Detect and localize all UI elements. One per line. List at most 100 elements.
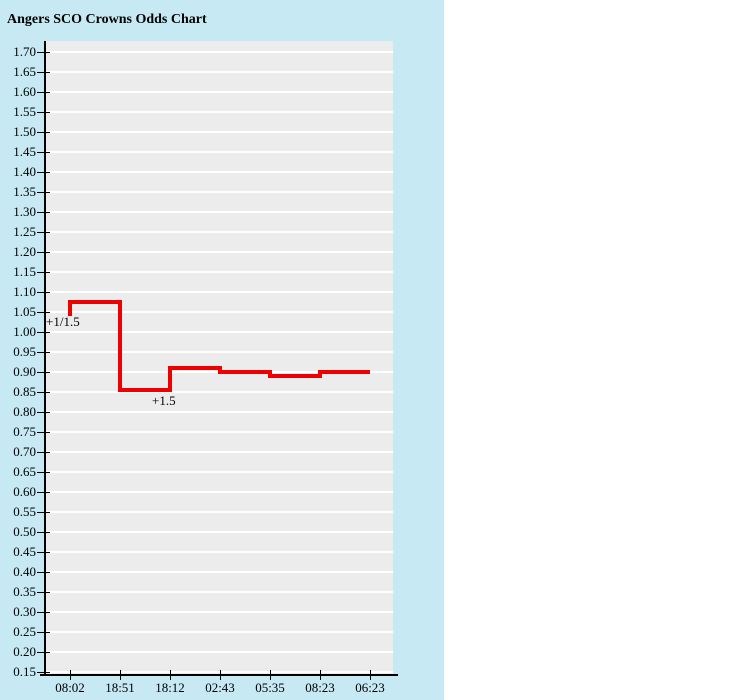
y-axis-tick-label: 0.60	[13, 484, 36, 499]
y-axis-tick	[37, 512, 50, 513]
y-axis-tick-label: 1.65	[13, 64, 36, 79]
y-axis-tick	[37, 292, 50, 293]
y-gridline	[46, 111, 393, 113]
y-axis-tick-label: 0.95	[13, 344, 36, 359]
y-gridline	[46, 71, 393, 73]
y-gridline	[46, 551, 393, 553]
y-axis-tick	[37, 132, 50, 133]
x-axis-line	[40, 674, 398, 676]
x-axis-tick-label: 18:12	[155, 680, 185, 695]
y-gridline	[46, 531, 393, 533]
y-axis-tick	[37, 452, 50, 453]
y-axis-tick-label: 0.40	[13, 564, 36, 579]
chart-panel: Angers SCO Crowns Odds Chart 1.70 1.65 1.6…	[0, 0, 444, 700]
y-axis-tick	[37, 212, 50, 213]
y-axis-tick	[37, 672, 50, 673]
y-axis-tick-label: 1.40	[13, 164, 36, 179]
y-axis-tick-label: 0.80	[13, 404, 36, 419]
y-axis-tick-label: 0.25	[13, 624, 36, 639]
x-axis-tick-label: 08:23	[305, 680, 335, 695]
y-gridline	[46, 331, 393, 333]
y-axis-tick-label: 0.15	[13, 664, 36, 679]
y-gridline	[46, 411, 393, 413]
y-gridline	[46, 471, 393, 473]
y-axis-tick	[37, 372, 50, 373]
y-gridline	[46, 311, 393, 313]
y-axis-tick-label: 1.00	[13, 324, 36, 339]
y-axis-tick-label: 1.35	[13, 184, 36, 199]
y-gridline	[46, 491, 393, 493]
y-axis-tick	[37, 112, 50, 113]
x-axis-tick-label: 06:23	[355, 680, 385, 695]
y-axis-tick-label: 0.50	[13, 524, 36, 539]
y-gridline	[46, 631, 393, 633]
x-axis-tick	[220, 670, 221, 680]
y-axis-tick	[37, 572, 50, 573]
y-gridline	[46, 91, 393, 93]
y-axis-tick	[37, 532, 50, 533]
y-gridline	[46, 131, 393, 133]
x-axis-tick	[70, 670, 71, 680]
y-axis-tick-label: 0.70	[13, 444, 36, 459]
y-axis-tick	[37, 592, 50, 593]
y-axis-tick-label: 0.75	[13, 424, 36, 439]
y-gridline	[46, 591, 393, 593]
y-gridline	[46, 251, 393, 253]
y-axis-tick-label: 0.55	[13, 504, 36, 519]
y-gridline	[46, 291, 393, 293]
y-axis-tick	[37, 632, 50, 633]
handicap-annotation: +1.5	[152, 393, 176, 408]
y-gridline	[46, 391, 393, 393]
y-axis-tick	[37, 192, 50, 193]
y-gridline	[46, 151, 393, 153]
x-axis-tick	[170, 670, 171, 680]
y-axis-tick-label: 0.65	[13, 464, 36, 479]
y-axis-tick-label: 1.60	[13, 84, 36, 99]
chart-title: Angers SCO Crowns Odds Chart	[7, 12, 207, 27]
y-axis-tick	[37, 232, 50, 233]
y-axis-tick-label: 1.50	[13, 124, 36, 139]
y-axis-tick	[37, 492, 50, 493]
y-axis-tick	[37, 472, 50, 473]
odds-line-series	[68, 300, 370, 392]
y-gridline	[46, 431, 393, 433]
y-gridline	[46, 511, 393, 513]
x-axis-tick-label: 02:43	[205, 680, 235, 695]
y-axis-tick-label: 0.90	[13, 364, 36, 379]
x-axis-tick	[270, 670, 271, 680]
y-axis-tick-label: 1.10	[13, 284, 36, 299]
y-gridline	[46, 231, 393, 233]
y-axis-tick	[37, 72, 50, 73]
y-axis-tick-label: 1.25	[13, 224, 36, 239]
y-gridline	[46, 571, 393, 573]
y-axis-tick-label: 1.55	[13, 104, 36, 119]
y-axis-tick-label: 1.30	[13, 204, 36, 219]
plot-area	[46, 41, 393, 674]
y-axis-tick	[37, 272, 50, 273]
y-axis-tick-label: 0.20	[13, 644, 36, 659]
y-gridline	[46, 651, 393, 653]
y-gridline	[46, 51, 393, 53]
y-gridline	[46, 211, 393, 213]
y-gridline	[46, 671, 393, 673]
y-gridline	[46, 611, 393, 613]
y-axis-tick	[37, 432, 50, 433]
y-axis-tick	[37, 552, 50, 553]
y-gridline	[46, 271, 393, 273]
y-axis-tick	[37, 392, 50, 393]
y-gridline	[46, 191, 393, 193]
y-axis-tick-label: 1.45	[13, 144, 36, 159]
y-axis-tick-label: 1.20	[13, 244, 36, 259]
x-axis-tick	[320, 670, 321, 680]
odds-line-chart	[68, 300, 370, 392]
x-axis-tick	[370, 670, 371, 680]
y-axis-tick-label: 0.45	[13, 544, 36, 559]
y-axis-tick	[37, 312, 50, 313]
y-axis-tick-label: 1.70	[13, 44, 36, 59]
handicap-annotation: +1/1.5	[46, 314, 80, 329]
x-axis-tick	[120, 670, 121, 680]
y-axis-tick	[37, 352, 50, 353]
y-axis-tick	[37, 412, 50, 413]
y-axis-tick-label: 0.35	[13, 584, 36, 599]
